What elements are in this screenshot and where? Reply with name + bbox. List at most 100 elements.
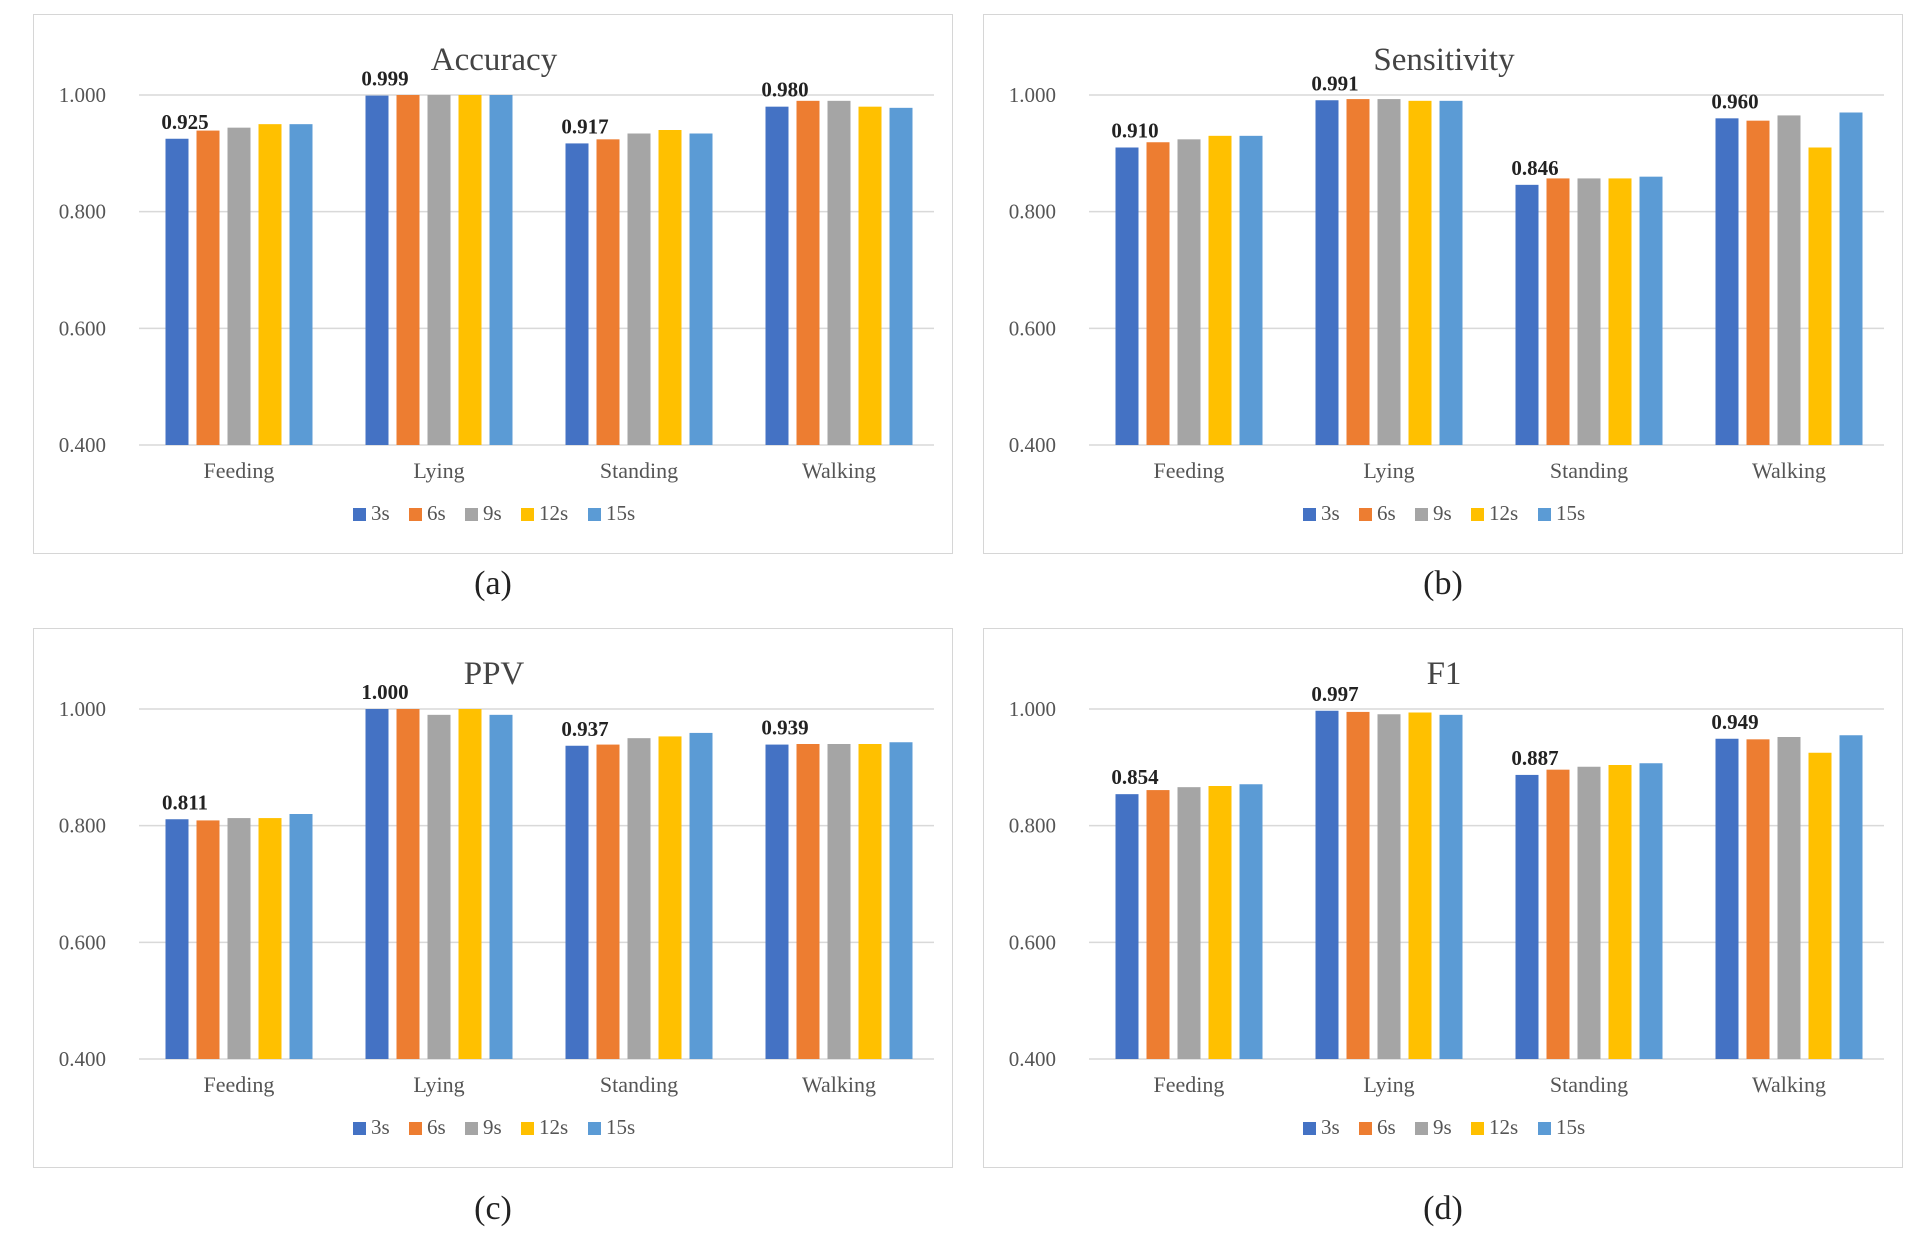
data-label: 0.939 (761, 716, 808, 740)
x-category-label: Standing (1550, 458, 1628, 483)
legend-swatch (1471, 508, 1484, 521)
x-category-label: Feeding (204, 1072, 275, 1097)
legend-swatch (1471, 1122, 1484, 1135)
bar-6s-walking (1746, 739, 1770, 1059)
x-category-label: Lying (413, 458, 464, 483)
bar-9s-standing (627, 738, 651, 1059)
bar-12s-feeding (258, 124, 282, 446)
data-label: 0.997 (1311, 682, 1358, 706)
x-category-label: Lying (413, 1072, 464, 1097)
bar-9s-standing (627, 133, 651, 445)
bar-3s-walking (1715, 738, 1739, 1059)
bar-3s-feeding (1115, 794, 1139, 1059)
data-label: 0.910 (1111, 119, 1158, 143)
y-tick-label: 0.800 (59, 200, 106, 224)
y-tick-label: 1.000 (1009, 697, 1056, 721)
y-tick-label: 0.600 (59, 316, 106, 340)
bar-3s-standing (1515, 774, 1539, 1059)
data-label: 0.999 (361, 67, 408, 91)
bar-15s-standing (1639, 763, 1663, 1059)
bar-3s-lying (365, 709, 389, 1059)
bar-12s-lying (458, 95, 482, 445)
bar-6s-feeding (1146, 142, 1170, 445)
chart-panel-sensitivity: Sensitivity 0.400 0.600 0.800 1.000 0.910 Feed… (983, 14, 1903, 554)
bar-15s-standing (1639, 176, 1663, 445)
legend-swatch (588, 508, 601, 521)
bar-6s-feeding (1146, 790, 1170, 1059)
legend-swatch (1359, 1122, 1372, 1135)
bar-3s-walking (765, 106, 789, 446)
legend-label: 15s (1556, 501, 1585, 525)
bar-6s-walking (796, 100, 820, 445)
bar-6s-walking (1746, 120, 1770, 446)
bar-9s-lying (427, 714, 451, 1059)
bar-9s-standing (1577, 766, 1601, 1059)
legend-label: 9s (1433, 1115, 1452, 1139)
legend-label: 12s (1489, 1115, 1518, 1139)
legend-swatch (409, 508, 422, 521)
y-tick-label: 0.800 (1009, 200, 1056, 224)
bar-12s-walking (858, 106, 882, 446)
legend-swatch (1538, 508, 1551, 521)
bar-3s-standing (565, 745, 589, 1059)
legend-label: 12s (539, 1115, 568, 1139)
legend-swatch (521, 508, 534, 521)
bar-6s-feeding (196, 130, 220, 445)
bar-15s-feeding (289, 124, 313, 446)
legend-swatch (353, 1122, 366, 1135)
legend-swatch (465, 1122, 478, 1135)
bar-15s-lying (489, 714, 513, 1059)
bar-12s-feeding (1208, 135, 1232, 445)
y-tick-label: 0.600 (59, 930, 106, 954)
bar-9s-feeding (1177, 787, 1201, 1059)
bar-3s-feeding (165, 819, 189, 1059)
y-tick-label: 1.000 (1009, 83, 1056, 107)
bar-15s-walking (889, 107, 913, 445)
bar-9s-walking (1777, 737, 1801, 1059)
data-label: 0.854 (1111, 765, 1159, 789)
x-category-label: Lying (1363, 458, 1414, 483)
chart-title: PPV (464, 656, 525, 692)
data-label: 0.949 (1711, 710, 1758, 734)
x-category-label: Walking (802, 458, 876, 483)
chart-title: Accuracy (431, 42, 558, 78)
y-tick-label: 1.000 (59, 83, 106, 107)
caption-a: (a) (474, 565, 512, 602)
bar-6s-lying (1346, 99, 1370, 445)
bar-3s-standing (1515, 184, 1539, 446)
bar-6s-lying (396, 709, 420, 1059)
bar-9s-walking (827, 100, 851, 445)
bar-3s-lying (1315, 100, 1339, 445)
bar-15s-lying (489, 95, 513, 445)
bar-3s-standing (565, 143, 589, 445)
bar-6s-standing (1546, 769, 1570, 1059)
legend-label: 12s (539, 501, 568, 525)
legend-swatch (465, 508, 478, 521)
bar-6s-standing (1546, 178, 1570, 445)
bar-12s-walking (1808, 752, 1832, 1059)
legend-label: 15s (606, 501, 635, 525)
bar-12s-walking (1808, 147, 1832, 445)
legend-swatch (353, 508, 366, 521)
bar-6s-standing (596, 139, 620, 445)
bar-chart-svg: Accuracy 0.400 0.600 0.800 1.000 0.925 Feeding… (59, 42, 934, 525)
legend-swatch (409, 1122, 422, 1135)
legend-label: 9s (483, 501, 502, 525)
bar-12s-feeding (258, 818, 282, 1059)
bar-12s-standing (658, 736, 682, 1059)
x-category-label: Lying (1363, 1072, 1414, 1097)
y-tick-label: 1.000 (59, 697, 106, 721)
bar-9s-feeding (227, 818, 251, 1059)
legend-swatch (1303, 1122, 1316, 1135)
data-label: 0.917 (561, 114, 608, 138)
bar-15s-walking (889, 742, 913, 1059)
x-category-label: Walking (1752, 1072, 1826, 1097)
bar-12s-standing (1608, 178, 1632, 445)
chart-title: F1 (1427, 656, 1462, 692)
bar-9s-walking (1777, 115, 1801, 446)
x-category-label: Standing (1550, 1072, 1628, 1097)
legend-swatch (1303, 508, 1316, 521)
legend-label: 15s (1556, 1115, 1585, 1139)
y-tick-label: 0.400 (1009, 1047, 1056, 1071)
bar-3s-walking (1715, 118, 1739, 445)
